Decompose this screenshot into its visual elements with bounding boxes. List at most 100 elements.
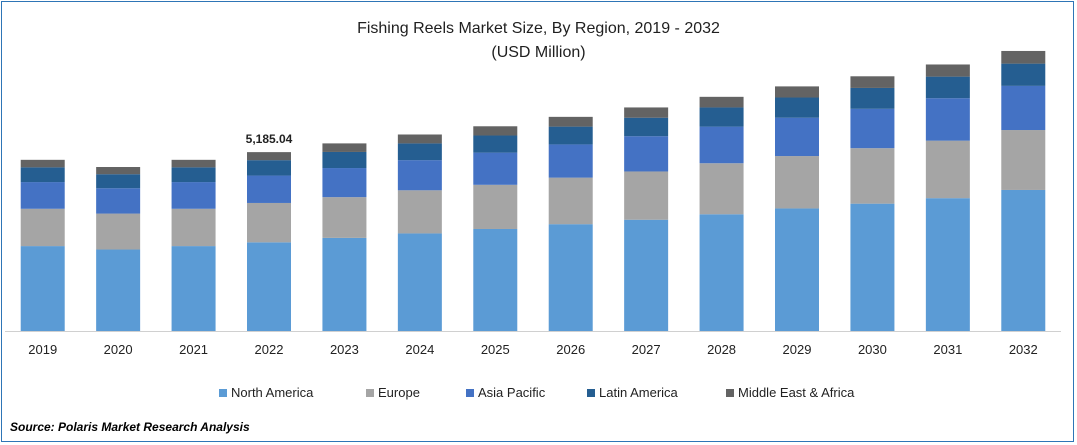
legend-item-2: Asia Pacific: [466, 385, 545, 400]
x-tick-label-2019: 2019: [28, 342, 57, 357]
bar-2030-segment-2: [850, 108, 895, 149]
bar-2020-segment-1: [96, 213, 141, 250]
legend-label-0: North America: [231, 385, 314, 400]
bar-2019-segment-0: [20, 246, 65, 331]
bar-2026-segment-1: [548, 177, 593, 225]
chart-subtitle: (USD Million): [491, 44, 586, 61]
x-tick-label-2026: 2026: [556, 342, 585, 357]
x-tick-label-2022: 2022: [255, 342, 284, 357]
bar-2025-segment-3: [473, 135, 518, 153]
legend-item-3: Latin America: [587, 385, 678, 400]
bar-2032-segment-1: [1001, 130, 1046, 190]
bar-2027-segment-2: [624, 136, 669, 172]
bar-2024-segment-2: [397, 160, 442, 191]
legend-label-3: Latin America: [599, 385, 678, 400]
bar-2026-segment-4: [548, 116, 593, 127]
bar-2024-segment-0: [397, 233, 442, 331]
bar-2022-segment-4: [247, 152, 291, 161]
bar-2019-segment-4: [20, 159, 65, 168]
bar-2027-segment-0: [624, 219, 669, 331]
bar-2027-segment-4: [624, 107, 669, 118]
bar-2020-segment-2: [96, 188, 141, 214]
bar-2030-segment-3: [850, 87, 895, 109]
bar-2025-segment-2: [473, 152, 518, 185]
source-note: Source: Polaris Market Research Analysis: [10, 420, 250, 434]
x-tick-label-2023: 2023: [330, 342, 359, 357]
bar-2029-segment-1: [775, 156, 819, 209]
bar-2021-segment-3: [171, 167, 216, 183]
bar-2024-segment-4: [397, 134, 442, 144]
legend-item-1: Europe: [366, 385, 420, 400]
bar-2029-segment-4: [775, 86, 819, 98]
legend-swatch-3: [587, 388, 595, 397]
x-tick-label-2025: 2025: [481, 342, 510, 357]
bar-2020-segment-3: [96, 174, 141, 189]
bar-2025-segment-4: [473, 126, 518, 136]
bar-2032-segment-4: [1001, 50, 1046, 64]
bar-2032-segment-2: [1001, 85, 1046, 131]
legend-label-2: Asia Pacific: [478, 385, 546, 400]
bar-2022-segment-2: [247, 175, 291, 203]
bar-2019-segment-1: [20, 208, 65, 247]
bar-2020-segment-4: [96, 167, 141, 175]
bar-2023-segment-2: [322, 168, 367, 198]
x-tick-label-2029: 2029: [783, 342, 812, 357]
bar-2022-segment-0: [247, 242, 291, 331]
x-tick-label-2031: 2031: [933, 342, 962, 357]
legend-swatch-4: [726, 388, 734, 397]
bar-2023-segment-1: [322, 197, 367, 238]
bar-2032-segment-0: [1001, 189, 1046, 331]
bar-2023-segment-3: [322, 151, 367, 169]
x-tick-label-2032: 2032: [1009, 342, 1038, 357]
bar-2031-segment-0: [925, 198, 970, 331]
legend-item-4: Middle East & Africa: [726, 385, 854, 400]
bar-2022-segment-3: [247, 160, 291, 176]
bar-2026-segment-2: [548, 144, 593, 178]
bar-2024-segment-1: [397, 190, 442, 234]
bar-2021-segment-1: [171, 208, 216, 247]
x-tick-label-2021: 2021: [179, 342, 208, 357]
chart-title: Fishing Reels Market Size, By Region, 20…: [357, 20, 720, 37]
chart-legend: North America Europe Asia Pacific Latin Ame…: [0, 385, 1077, 403]
bar-2027-segment-3: [624, 117, 669, 137]
bar-2024-segment-3: [397, 143, 442, 161]
bar-2026-segment-3: [548, 126, 593, 145]
bar-2029-segment-3: [775, 97, 819, 118]
bar-2028-segment-2: [699, 126, 744, 164]
legend-label-1: Europe: [378, 385, 420, 400]
bar-2020-segment-0: [96, 249, 141, 331]
bar-2032-segment-3: [1001, 63, 1046, 86]
bar-2023-segment-0: [322, 237, 367, 331]
data-label-2022: 5,185.04: [246, 132, 293, 146]
x-tick-label-2028: 2028: [707, 342, 736, 357]
bar-2026-segment-0: [548, 224, 593, 331]
bar-2029-segment-2: [775, 117, 819, 157]
bar-2019-segment-3: [20, 167, 65, 183]
bar-2031-segment-3: [925, 76, 970, 99]
bar-2025-segment-1: [473, 184, 518, 229]
bar-2021-segment-0: [171, 246, 216, 331]
bar-2028-segment-4: [699, 96, 744, 108]
bar-2031-segment-2: [925, 98, 970, 141]
x-tick-label-2030: 2030: [858, 342, 887, 357]
bar-2019-segment-2: [20, 182, 65, 209]
bar-2030-segment-1: [850, 148, 895, 204]
bar-2028-segment-3: [699, 107, 744, 127]
chart-title-block: Fishing Reels Market Size, By Region, 20…: [0, 17, 1077, 65]
legend-swatch-1: [366, 388, 374, 397]
legend-swatch-2: [466, 388, 474, 397]
bar-2021-segment-4: [171, 159, 216, 168]
x-tick-label-2024: 2024: [405, 342, 434, 357]
x-tick-label-2027: 2027: [632, 342, 661, 357]
bar-2031-segment-4: [925, 64, 970, 77]
x-tick-label-2020: 2020: [104, 342, 133, 357]
bar-2030-segment-0: [850, 203, 895, 331]
bar-2023-segment-4: [322, 143, 367, 152]
legend-item-0: North America: [219, 385, 313, 400]
bar-2028-segment-1: [699, 163, 744, 215]
bar-2028-segment-0: [699, 214, 744, 331]
bar-2021-segment-2: [171, 182, 216, 209]
legend-label-4: Middle East & Africa: [738, 385, 855, 400]
bar-2027-segment-1: [624, 171, 669, 220]
